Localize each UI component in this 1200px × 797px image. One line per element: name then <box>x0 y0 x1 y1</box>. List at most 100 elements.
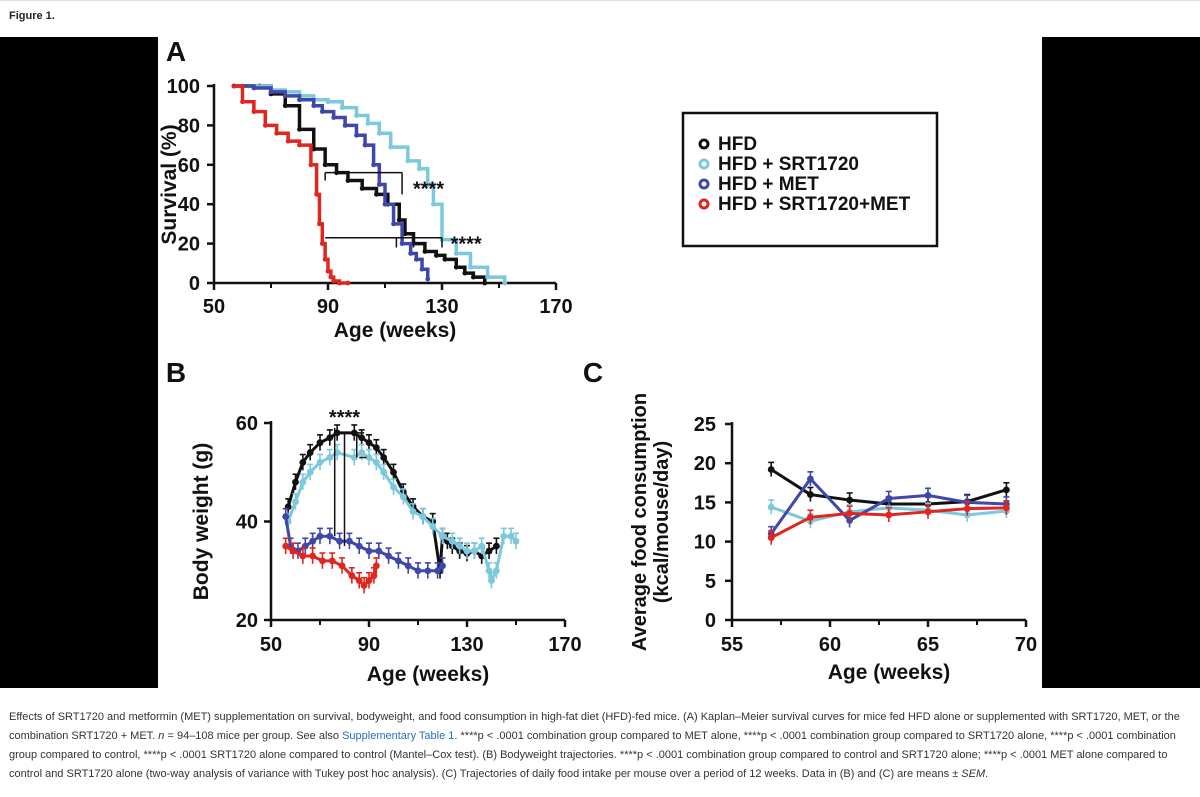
data-point <box>1003 504 1010 512</box>
data-point <box>431 201 436 207</box>
data-point <box>388 144 394 150</box>
data-point <box>846 496 853 504</box>
data-point <box>333 449 341 456</box>
y-tick-label: 20 <box>178 234 200 256</box>
y-axis-label-c-line2: (kcal/mouse/day) <box>651 441 673 603</box>
significance-bracket-a2 <box>325 236 443 248</box>
data-point <box>309 552 317 560</box>
data-point <box>478 542 486 550</box>
x-tick-label: 60 <box>819 634 841 656</box>
data-point <box>372 562 380 570</box>
data-point <box>485 547 493 555</box>
data-point <box>429 523 437 530</box>
data-point <box>380 454 388 461</box>
data-point <box>365 454 373 461</box>
y-tick-label: 15 <box>694 492 716 514</box>
significance-bracket-a1 <box>324 171 403 195</box>
data-point <box>337 280 342 286</box>
data-point <box>885 495 893 502</box>
legend-box <box>681 111 939 248</box>
significance-stars-a1: **** <box>413 178 444 200</box>
data-point <box>355 577 363 584</box>
data-point <box>399 241 405 247</box>
data-point <box>365 121 371 126</box>
caption-text-3: . ****p < .0001 combination group compar… <box>9 730 1176 780</box>
data-point <box>282 93 288 99</box>
data-point <box>372 459 380 466</box>
data-point <box>333 429 341 437</box>
significance-stars-a2: **** <box>451 234 482 256</box>
data-point <box>365 439 373 447</box>
legend-entry: HFD + SRT1720 <box>718 154 859 175</box>
panel-letter-c: C <box>583 357 603 388</box>
y-tick-label: 20 <box>694 453 716 475</box>
data-point <box>326 532 334 540</box>
data-point <box>354 113 359 118</box>
data-point <box>500 532 508 540</box>
supplementary-table-link[interactable]: Supplementary Table 1 <box>342 730 455 742</box>
data-point <box>404 562 412 570</box>
data-point <box>319 241 325 247</box>
series-line <box>233 84 487 283</box>
data-point <box>485 274 490 280</box>
data-point <box>370 572 378 580</box>
data-point <box>360 582 368 589</box>
series-b-2 <box>282 507 446 579</box>
data-point <box>376 130 382 136</box>
data-point <box>453 251 459 256</box>
y-tick-label: 5 <box>705 571 716 593</box>
x-tick-label: 170 <box>548 634 581 656</box>
series-c-3 <box>767 500 1010 545</box>
data-point <box>767 534 775 542</box>
data-point <box>231 83 237 89</box>
data-point <box>359 186 365 191</box>
data-point <box>462 270 468 276</box>
significance-stars-b: **** <box>329 407 360 429</box>
data-point <box>807 491 814 498</box>
data-point <box>396 217 402 223</box>
significance-bracket-b <box>333 427 367 547</box>
data-point <box>374 191 379 197</box>
data-point <box>488 577 495 584</box>
top-divider <box>0 0 1200 1</box>
data-point <box>262 123 268 128</box>
y-tick-label: 0 <box>705 610 716 632</box>
x-tick-label: 65 <box>917 634 939 656</box>
caption-sem: SEM <box>961 768 986 780</box>
data-point <box>470 547 478 555</box>
y-tick-label: 60 <box>236 413 258 435</box>
data-point <box>391 221 396 227</box>
data-point <box>325 99 331 105</box>
caption-text-1: Effects of SRT1720 and metformin (MET) s… <box>9 711 1180 742</box>
data-point <box>299 478 307 486</box>
data-point <box>240 99 245 105</box>
data-point <box>433 253 439 258</box>
data-point <box>358 434 366 442</box>
x-axis-label-c: Age (weeks) <box>828 661 951 684</box>
data-point <box>306 468 314 476</box>
data-point <box>297 97 302 103</box>
data-point <box>463 547 471 555</box>
data-point <box>251 85 257 91</box>
data-point <box>348 572 356 580</box>
data-point <box>493 567 500 575</box>
data-point <box>274 130 280 136</box>
data-point <box>380 468 388 476</box>
data-point <box>354 132 359 138</box>
figure-label: Figure 1. <box>9 10 55 22</box>
data-point <box>282 513 290 520</box>
series-line <box>233 84 430 280</box>
data-point <box>482 280 488 286</box>
legend-entry: HFD <box>718 134 757 155</box>
data-point <box>468 264 473 270</box>
data-point <box>308 162 314 168</box>
x-tick-label: 130 <box>425 296 458 318</box>
data-point <box>314 191 319 197</box>
data-point <box>807 475 814 483</box>
x-tick-label: 130 <box>450 634 483 656</box>
data-point <box>328 557 336 565</box>
series-b-1 <box>284 443 520 589</box>
y-tick-label: 60 <box>178 155 200 177</box>
data-point <box>316 439 324 447</box>
data-point <box>365 577 373 584</box>
